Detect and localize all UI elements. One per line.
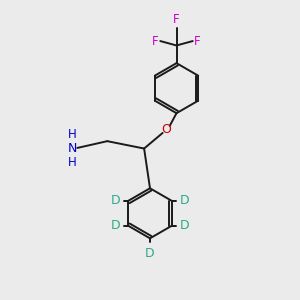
Text: N: N [67, 142, 77, 155]
Text: F: F [152, 34, 159, 48]
Text: F: F [173, 13, 180, 26]
Text: H: H [68, 156, 77, 169]
Text: F: F [194, 34, 201, 48]
Text: D: D [180, 219, 190, 232]
Text: D: D [110, 219, 120, 232]
Text: H: H [68, 128, 77, 141]
Text: D: D [180, 194, 190, 207]
Text: D: D [110, 194, 120, 207]
Text: O: O [161, 123, 171, 136]
Text: D: D [145, 247, 155, 260]
